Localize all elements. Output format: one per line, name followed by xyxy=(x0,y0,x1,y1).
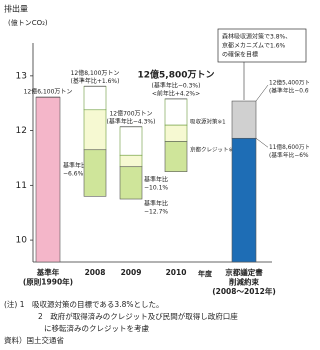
reference-note: 基準年比 xyxy=(144,176,168,184)
value-label: 12億5,800万トン xyxy=(138,68,215,80)
value-label: 11億8,600万トン xyxy=(269,143,309,151)
x-tick-label: (原則1990年) xyxy=(23,277,73,287)
y-unit: (億トンCO₂) xyxy=(8,18,48,27)
bar-segment xyxy=(231,100,257,139)
reference-note: −6.6% xyxy=(63,171,84,178)
value-label: 12億700万トン xyxy=(109,109,152,117)
bar-segment xyxy=(83,149,107,197)
label-leader xyxy=(255,84,269,102)
bar-segment xyxy=(83,109,107,151)
y-tick-label: 10 xyxy=(16,236,28,246)
reference-note: 基準年比 xyxy=(63,162,87,170)
bar-segment xyxy=(119,154,143,168)
reference-note: −10.1% xyxy=(144,185,168,192)
callout-text: の確保を目標 xyxy=(222,51,258,59)
y-tick-label: 12 xyxy=(16,126,27,136)
callout-box xyxy=(217,28,307,63)
x-unit: 年度 xyxy=(198,269,213,278)
x-tick-label: (2008〜2012年) xyxy=(212,286,276,296)
reference-note: 基準年比 xyxy=(144,200,168,208)
footnote: 資料）国土交通省 xyxy=(4,335,64,345)
bar-segment xyxy=(83,85,107,111)
value-note: (基準年比−0.3%) xyxy=(152,81,201,89)
bar-segment xyxy=(119,126,143,156)
x-tick-label: 2009 xyxy=(121,268,142,277)
value-label: 12億8,100万トン xyxy=(71,69,120,77)
value-note: (基準年比−0.6%) xyxy=(269,87,309,95)
y-tick-label: 11 xyxy=(16,181,27,191)
bar-segment xyxy=(164,141,188,172)
segment-note: 京都クレジット※2 xyxy=(190,146,237,154)
reference-note: −12.7% xyxy=(144,209,168,216)
x-tick-label: 2008 xyxy=(85,268,106,277)
value-note: (基準年比−6%) xyxy=(269,151,309,159)
x-tick-label: 2010 xyxy=(166,268,187,277)
bar-segment xyxy=(119,166,143,200)
x-tick-label: 京都議定書 xyxy=(225,267,263,277)
bar-segment xyxy=(164,98,188,126)
y-label: 排出量 xyxy=(4,4,28,14)
bar-segment xyxy=(164,124,188,142)
label-leader xyxy=(255,138,269,148)
x-tick-label: 削減約束 xyxy=(229,277,259,287)
value-note: <前年比+4.2%> xyxy=(152,89,200,97)
bar-segment xyxy=(35,96,61,263)
segment-note: 吸収源対策※1 xyxy=(190,118,226,126)
x-tick-label: 基準年 xyxy=(36,267,60,277)
y-tick-label: 13 xyxy=(16,71,27,81)
value-label: 12億6,100万トン xyxy=(24,88,73,96)
bar-segment xyxy=(231,137,257,263)
callout-text: 森林吸収源対策で3.8%、 xyxy=(222,33,291,41)
footnote: (注) 1 吸収源対策の目標である3.8%とした。 xyxy=(4,299,164,309)
footnote: に移転済みのクレジットを考慮 xyxy=(44,323,149,333)
value-label: 12億5,400万トン xyxy=(269,79,309,87)
callout-text: 京都メカニズムで1.6% xyxy=(222,42,286,50)
value-note: (基準年比−4.3%) xyxy=(107,117,156,125)
chart: 排出量 (億トンCO₂) 年度 森林吸収源対策で3.8%、 京都メカニズムで1.… xyxy=(4,4,309,346)
footnote: 2 政府が取得済みのクレジット及び民間が取得し政府口座 xyxy=(38,311,238,321)
value-note: (基準年比+1.6%) xyxy=(71,77,120,85)
